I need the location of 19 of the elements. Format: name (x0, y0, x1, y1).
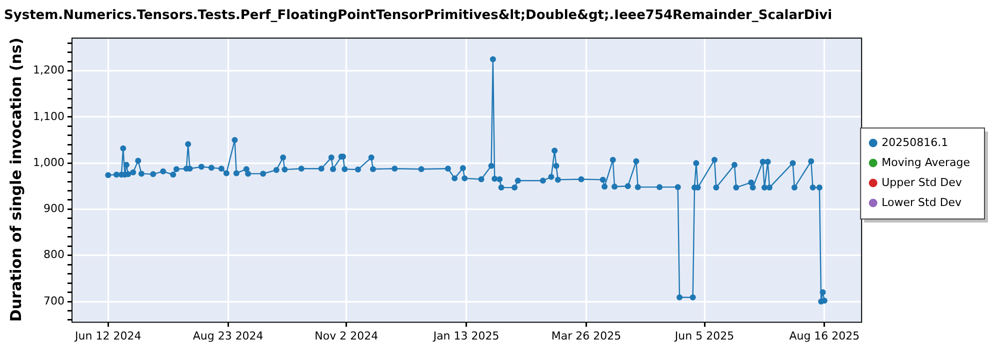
legend-label: 20250816.1 (882, 136, 948, 149)
y-tick-label: 1,200 (32, 64, 64, 77)
x-tick-label: Jan 13 2025 (432, 329, 500, 342)
y-axis-title: Duration of single invocation (ns) (6, 38, 25, 322)
x-tick-label: Aug 23 2024 (192, 329, 264, 342)
legend-label: Lower Std Dev (882, 196, 962, 209)
chart-title: System.Numerics.Tensors.Tests.Perf_FloatingPointTensorPrimitives&lt;Double&gt;.Ieee754Remainder_ScalarDivi (4, 8, 832, 24)
x-tick-label: Nov 2 2024 (314, 329, 378, 342)
x-tick-label: Mar 26 2025 (551, 329, 622, 342)
legend-label: Upper Std Dev (882, 176, 962, 189)
legend-label: Moving Average (882, 156, 970, 169)
x-tick-label: Jun 5 2025 (674, 329, 734, 342)
y-tick-label: 1,100 (32, 110, 64, 123)
y-tick-label: 800 (43, 248, 64, 262)
y-tick-label: 900 (43, 202, 64, 216)
y-tick-label: 700 (43, 294, 64, 308)
x-tick-label: Aug 16 2025 (789, 329, 860, 342)
x-tick-label: Jun 12 2024 (74, 329, 142, 342)
y-tick-label: 1,000 (32, 156, 64, 169)
